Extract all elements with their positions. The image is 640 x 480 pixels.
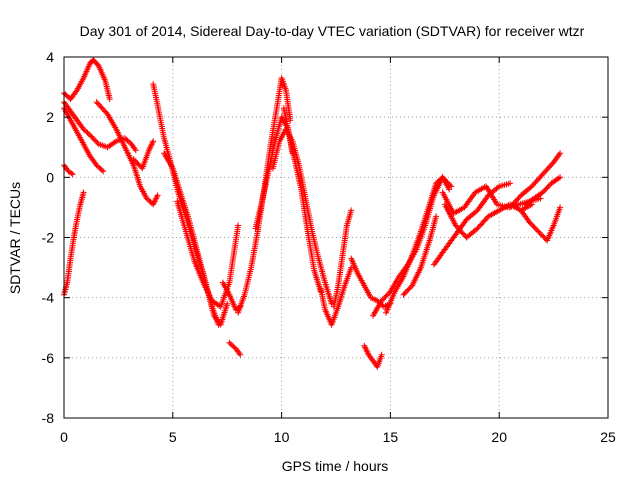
series-markers-12 [226,339,244,358]
series-sat-trace-8 [150,81,222,328]
series-sat-trace-26 [430,180,514,268]
series-markers-29 [522,174,564,208]
y-tick-label-4: 0 [46,169,54,185]
series-markers-7 [130,138,157,172]
series-markers-4 [61,162,76,178]
x-axis-label: GPS time / hours [282,458,389,474]
series-sat-trace-4 [61,162,76,178]
series-markers-8 [150,81,222,328]
series-sat-trace-12 [226,339,244,358]
series-markers-27 [507,150,564,211]
x-tick-label-0: 0 [60,429,68,445]
series-sat-trace-22 [383,174,453,316]
series-sat-trace-20 [361,342,385,370]
series-markers-18 [330,207,355,310]
series-sat-trace-19 [348,255,394,310]
series-markers-28 [518,204,564,244]
grid-lines [64,57,608,418]
y-tick-label-1: -6 [42,350,55,366]
y-tick-label-3: -2 [42,230,55,246]
y-tick-label-5: 2 [46,109,54,125]
x-tick-label-4: 20 [491,429,507,445]
data-series [61,57,564,370]
series-sat-trace-28 [518,204,564,244]
x-tick-label-5: 25 [600,429,616,445]
series-sat-trace-1 [61,57,113,103]
series-markers-5 [61,189,87,298]
series-sat-trace-18 [330,207,355,310]
y-axis-label: SDTVAR / TECUs [7,182,23,294]
series-markers-20 [361,342,385,370]
series-sat-trace-10 [174,198,242,310]
y-tick-label-0: -8 [42,410,55,426]
tick-labels: 0 5 10 15 20 25 -8 -6 -4 -2 0 2 4 [42,49,616,445]
y-tick-label-2: -4 [42,290,55,306]
series-sat-trace-5 [61,189,87,298]
x-tick-label-1: 5 [169,429,177,445]
series-sat-trace-3 [61,105,107,175]
series-markers-1 [61,57,113,103]
series-sat-trace-15 [269,126,335,307]
x-tick-label-2: 10 [274,429,290,445]
series-sat-trace-6 [93,99,161,208]
series-markers-22 [383,174,453,316]
series-sat-trace-27 [507,150,564,211]
series-sat-trace-29 [522,174,564,208]
series-sat-trace-23 [400,213,440,298]
axes [63,56,609,419]
chart-title: Day 301 of 2014, Sidereal Day-to-day VTE… [80,23,585,39]
series-sat-trace-17 [317,264,355,328]
series-markers-26 [430,180,514,268]
series-markers-23 [400,213,440,298]
y-tick-label-6: 4 [46,49,54,65]
series-sat-trace-16 [280,105,324,295]
series-markers-16 [280,105,324,295]
series-markers-17 [317,264,355,328]
x-tick-label-3: 15 [383,429,399,445]
series-sat-trace-7 [130,138,157,172]
series-markers-3 [61,105,107,175]
series-markers-6 [93,99,161,208]
series-markers-10 [174,198,242,310]
series-markers-19 [348,255,394,310]
series-markers-15 [269,126,335,307]
